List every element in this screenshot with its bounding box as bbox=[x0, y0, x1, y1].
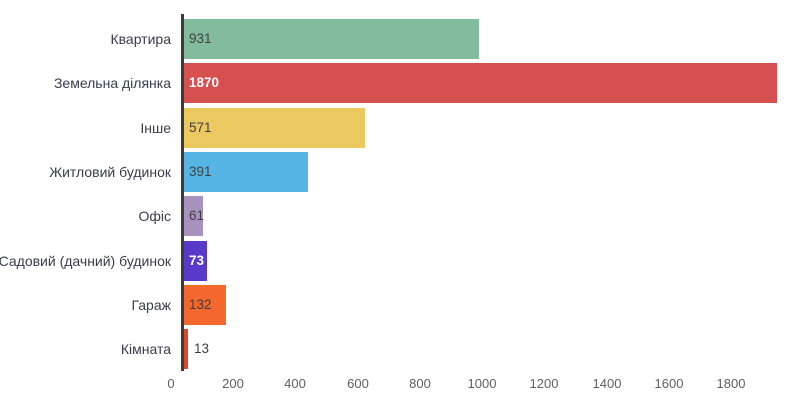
category-label: Офіс bbox=[138, 208, 171, 224]
value-label: 61 bbox=[189, 208, 205, 223]
category-label-cell: Садовий (дачний) будинок bbox=[0, 241, 177, 281]
bar-1[interactable] bbox=[184, 19, 479, 59]
bar-6[interactable] bbox=[184, 241, 207, 281]
category-label: Житловий будинок bbox=[49, 164, 171, 180]
category-label-cell: Житловий будинок bbox=[0, 152, 177, 192]
value-label: 13 bbox=[194, 341, 210, 356]
category-label: Гараж bbox=[131, 297, 171, 313]
value-label: 571 bbox=[189, 120, 212, 135]
x-tick-label: 600 bbox=[347, 376, 369, 391]
bar-4[interactable] bbox=[184, 152, 308, 192]
x-tick-label: 1000 bbox=[467, 376, 497, 391]
category-label: Земельна ділянка bbox=[53, 75, 171, 91]
bar-2[interactable] bbox=[184, 63, 777, 103]
bar-5[interactable] bbox=[184, 196, 203, 236]
value-label: 73 bbox=[189, 253, 205, 268]
bar-7[interactable] bbox=[184, 285, 226, 325]
x-tick-label: 1400 bbox=[592, 376, 622, 391]
x-tick-label: 400 bbox=[284, 376, 306, 391]
category-label: Квартира bbox=[110, 31, 171, 47]
x-tick-label: 1800 bbox=[716, 376, 746, 391]
x-tick-label: 200 bbox=[222, 376, 244, 391]
category-label-cell: Інше bbox=[0, 108, 177, 148]
category-label-cell: Кімната bbox=[0, 329, 177, 369]
bar-8[interactable] bbox=[184, 329, 188, 369]
x-tick-label: 0 bbox=[167, 376, 175, 391]
category-label-cell: Земельна ділянка bbox=[0, 63, 177, 103]
y-axis-line bbox=[181, 14, 184, 371]
category-label: Інше bbox=[140, 120, 171, 136]
x-tick-label: 1600 bbox=[654, 376, 684, 391]
category-label-cell: Офіс bbox=[0, 196, 177, 236]
category-label-cell: Квартира bbox=[0, 19, 177, 59]
value-label: 1870 bbox=[189, 75, 220, 90]
value-label: 132 bbox=[189, 297, 212, 312]
category-label-cell: Гараж bbox=[0, 285, 177, 325]
category-label: Садовий (дачний) будинок bbox=[0, 253, 171, 269]
bar-3[interactable] bbox=[184, 108, 365, 148]
category-label: Кімната bbox=[120, 341, 171, 357]
x-tick-label: 800 bbox=[409, 376, 431, 391]
value-label: 931 bbox=[189, 31, 212, 46]
value-label: 391 bbox=[189, 164, 212, 179]
x-tick-label: 1200 bbox=[529, 376, 559, 391]
